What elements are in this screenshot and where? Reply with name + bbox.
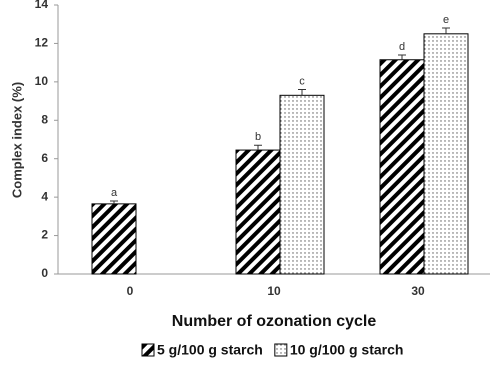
y-tick-label: 6 bbox=[41, 151, 48, 165]
legend-label: 5 g/100 g starch bbox=[157, 342, 263, 358]
error-bar bbox=[442, 27, 450, 34]
error-bar bbox=[298, 89, 306, 96]
significance-letter: a bbox=[111, 187, 118, 199]
bar bbox=[379, 59, 425, 275]
bar bbox=[91, 203, 137, 275]
significance-letter: d bbox=[399, 41, 405, 53]
x-tick-label: 10 bbox=[267, 284, 281, 298]
legend-swatch bbox=[141, 343, 155, 357]
y-tick-label: 14 bbox=[35, 0, 49, 11]
y-tick-label: 2 bbox=[41, 228, 48, 242]
bar bbox=[235, 149, 281, 275]
legend-swatch bbox=[274, 343, 288, 357]
y-tick-label: 4 bbox=[41, 189, 48, 203]
x-tick-label: 0 bbox=[127, 284, 134, 298]
y-axis-title: Complex index (%) bbox=[9, 82, 24, 198]
significance-letter: c bbox=[299, 75, 305, 87]
y-tick-label: 0 bbox=[41, 266, 48, 280]
y-tick-label: 10 bbox=[35, 74, 49, 88]
bar bbox=[279, 94, 325, 275]
bar bbox=[423, 33, 469, 275]
x-axis-title: Number of ozonation cycle bbox=[172, 313, 377, 330]
legend-label: 10 g/100 g starch bbox=[290, 342, 404, 358]
y-tick-label: 12 bbox=[35, 36, 49, 50]
y-tick-label: 8 bbox=[41, 112, 48, 126]
significance-letter: e bbox=[443, 14, 449, 26]
x-tick-label: 30 bbox=[411, 284, 425, 298]
error-bar bbox=[398, 54, 406, 60]
error-bar bbox=[110, 200, 118, 204]
error-bar bbox=[254, 144, 262, 151]
significance-letter: b bbox=[255, 131, 261, 143]
